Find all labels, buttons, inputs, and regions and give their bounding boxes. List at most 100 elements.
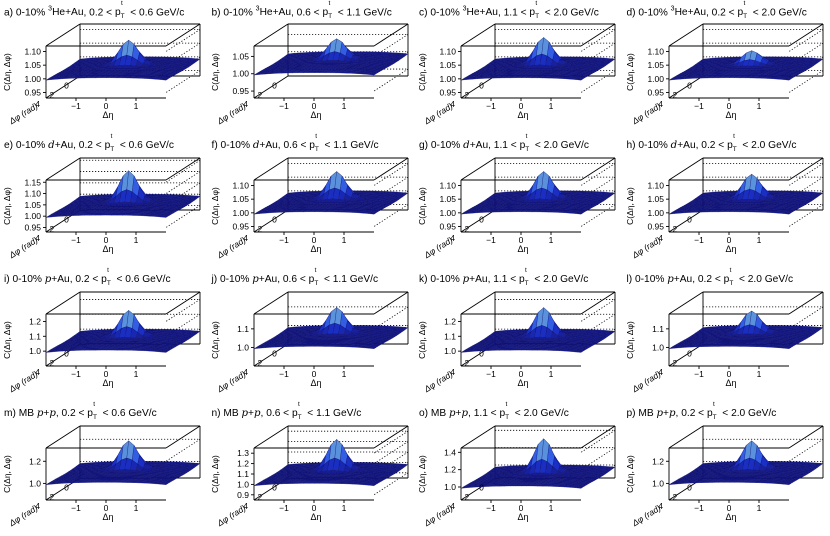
z-tick-label: 1.1 xyxy=(237,324,249,334)
box-edge xyxy=(789,292,823,314)
y-axis-label: Δφ (rad) xyxy=(7,235,40,261)
z-tick-label: 1.2 xyxy=(444,316,456,326)
y-tick-label: 2 xyxy=(50,90,55,100)
correlation-surface xyxy=(669,311,823,349)
y-tick-label: 2 xyxy=(50,224,55,234)
z-tick-label: 0.95 xyxy=(24,222,41,232)
z-gridline xyxy=(581,163,615,185)
z-axis-label: C(Δη, Δφ) xyxy=(210,187,220,225)
correlation-surface xyxy=(461,172,615,215)
y-tick-label: 2 xyxy=(672,90,677,100)
x-tick-label: 1 xyxy=(549,369,554,379)
z-tick-label: 1.10 xyxy=(24,189,41,199)
y-axis-label: Δφ (rad) xyxy=(629,235,662,261)
z-axis-label: C(Δη, Δφ) xyxy=(2,187,12,225)
y-tick-label: 0 xyxy=(272,214,277,224)
x-tick-label: −1 xyxy=(71,101,81,111)
z-tick-label: 1.05 xyxy=(439,60,456,70)
z-axis-label: C(Δη, Δφ) xyxy=(2,53,12,91)
y-tick-label: 0 xyxy=(64,348,69,358)
x-axis-label: Δη xyxy=(517,244,528,254)
x-tick-label: 1 xyxy=(341,369,346,379)
box-edge xyxy=(46,24,80,46)
z-gridline xyxy=(374,163,408,185)
z-gridline xyxy=(166,29,200,51)
x-tick-label: 1 xyxy=(134,235,139,245)
z-tick-label: 0.95 xyxy=(24,88,41,98)
y-tick-label: 0 xyxy=(64,80,69,90)
box-edge xyxy=(789,158,823,180)
box-edge xyxy=(166,158,200,180)
y-tick-label: 0 xyxy=(687,214,692,224)
z-gridline xyxy=(789,163,823,185)
z-tick-label: 0.95 xyxy=(232,86,249,96)
x-tick-label: −1 xyxy=(486,235,496,245)
x-tick-label: 1 xyxy=(549,235,554,245)
x-axis-label: Δη xyxy=(517,378,528,388)
z-axis-label: C(Δη, Δφ) xyxy=(417,53,427,91)
correlation-surface xyxy=(461,38,615,81)
y-tick-label: 0 xyxy=(272,80,277,90)
z-tick-label: 0.95 xyxy=(232,222,249,232)
z-tick-label: 1.00 xyxy=(647,208,664,218)
z-axis-label: C(Δη, Δφ) xyxy=(2,321,12,359)
z-axis-label: C(Δη, Δφ) xyxy=(625,187,635,225)
box-edge xyxy=(581,24,615,46)
y-tick-label: 0 xyxy=(479,348,484,358)
z-tick-label: 1.0 xyxy=(237,342,249,352)
x-tick-label: −1 xyxy=(486,369,496,379)
x-tick-label: −1 xyxy=(279,235,289,245)
box-edge xyxy=(581,158,615,180)
z-tick-label: 0.95 xyxy=(647,222,664,232)
z-tick-label: 1.00 xyxy=(24,74,41,84)
z-gridline xyxy=(581,29,615,51)
y-axis-label: Δφ (rad) xyxy=(422,235,455,261)
x-axis-label: Δη xyxy=(102,378,113,388)
z-tick-label: 1.15 xyxy=(24,177,41,187)
x-tick-label: 1 xyxy=(549,101,554,111)
box-edge xyxy=(254,24,288,46)
x-tick-label: 1 xyxy=(341,235,346,245)
y-tick-label: 2 xyxy=(465,90,470,100)
x-axis-label: Δη xyxy=(725,110,736,120)
box-edge xyxy=(669,24,703,46)
z-tick-label: 1.05 xyxy=(232,51,249,61)
box-edge xyxy=(374,158,408,180)
z-tick-label: 1.05 xyxy=(647,194,664,204)
z-tick-label: 1.00 xyxy=(439,74,456,84)
y-tick-label: 0 xyxy=(272,348,277,358)
box-edge xyxy=(254,158,288,180)
x-tick-label: −1 xyxy=(71,235,81,245)
x-tick-label: 1 xyxy=(134,369,139,379)
z-tick-label: 1.1 xyxy=(29,331,41,341)
box-edge xyxy=(374,24,408,46)
y-axis-label: Δφ (rad) xyxy=(214,369,247,395)
z-tick-label: 1.05 xyxy=(439,194,456,204)
x-axis-label: Δη xyxy=(102,244,113,254)
y-tick-label: 2 xyxy=(465,358,470,368)
x-tick-label: −1 xyxy=(694,235,704,245)
z-tick-label: 1.00 xyxy=(647,74,664,84)
y-tick-label: 2 xyxy=(465,224,470,234)
z-gridline xyxy=(789,29,823,51)
box-edge xyxy=(461,292,495,314)
z-tick-label: 1.1 xyxy=(444,331,456,341)
z-tick-label: 0.95 xyxy=(647,88,664,98)
y-axis-label: Δφ (rad) xyxy=(7,101,40,127)
box-edge xyxy=(166,24,200,46)
z-tick-label: 1.05 xyxy=(24,200,41,210)
z-tick-label: 1.05 xyxy=(232,194,249,204)
